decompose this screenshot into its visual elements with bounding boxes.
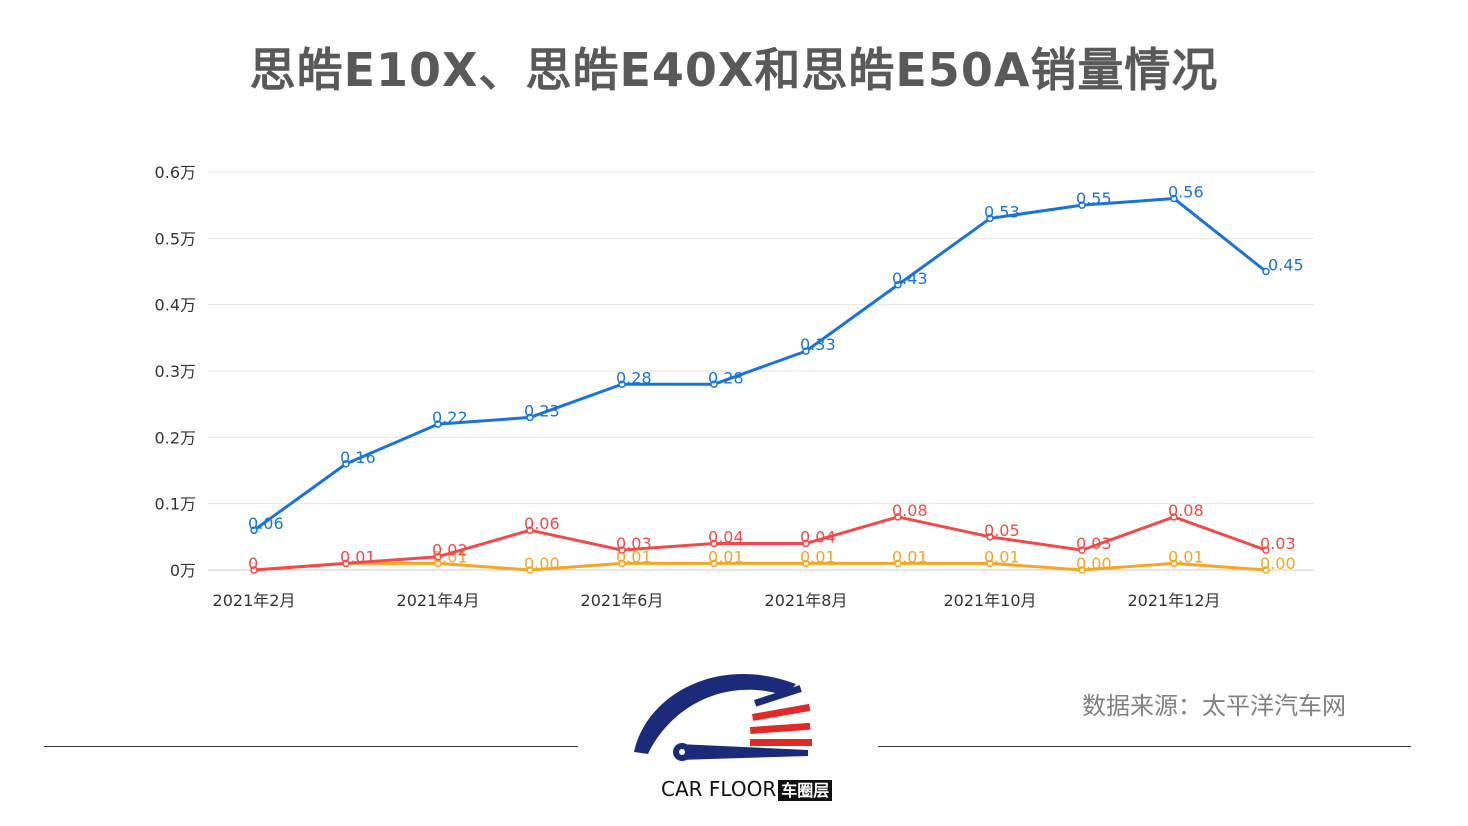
data-point	[250, 566, 258, 574]
data-point	[250, 526, 258, 534]
x-tick-label: 2021年12月	[1127, 591, 1220, 610]
data-point	[342, 460, 350, 468]
x-axis: 2021年2月 2021年4月 2021年6月 2021年8月 2021年10月 2021…	[213, 591, 1221, 610]
data-point	[894, 513, 902, 521]
data-point	[802, 539, 810, 548]
x-tick-label: 2021年10月	[943, 591, 1036, 610]
y-tick-label: 0.5万	[155, 229, 196, 248]
data-point	[710, 559, 718, 568]
y-tick-label: 0.4万	[155, 296, 196, 315]
data-label: 0.01	[984, 547, 1020, 566]
x-tick-label: 2021年4月	[397, 591, 480, 610]
data-point	[342, 559, 350, 568]
data-label: 0.03	[1076, 534, 1112, 553]
divider-left	[44, 746, 578, 747]
data-point	[894, 281, 902, 289]
data-point	[986, 533, 994, 541]
data-point	[710, 539, 718, 548]
data-label: 0.01	[708, 547, 744, 566]
brand-cn: 车圈层	[778, 780, 833, 801]
x-tick-label: 2021年2月	[213, 591, 296, 610]
data-point	[526, 566, 534, 574]
data-label: 0.01	[1168, 547, 1204, 566]
data-point	[802, 559, 810, 568]
divider-right	[878, 746, 1411, 747]
data-label: 0.28	[616, 368, 652, 387]
data-label: 0.00	[1076, 554, 1112, 573]
data-label: 0.33	[800, 335, 836, 354]
data-label: 0.02	[432, 541, 468, 560]
data-source: 数据来源：太平洋汽车网	[1082, 692, 1346, 720]
data-point	[986, 214, 994, 223]
data-point	[618, 546, 626, 554]
data-label: 0.01	[340, 547, 376, 566]
y-tick-label: 0万	[170, 561, 196, 580]
series-line	[253, 197, 1267, 532]
y-tick-label: 0.2万	[155, 428, 196, 447]
data-label: 0.06	[524, 514, 560, 533]
data-label: 0.56	[1168, 183, 1204, 202]
data-label: 0.53	[984, 202, 1020, 221]
data-point	[1262, 267, 1270, 276]
data-label: 0.04	[708, 527, 744, 546]
data-label: 0.23	[524, 401, 560, 420]
chart-title: 思皓E10X、思皓E40X和思皓E50A销量情况	[249, 43, 1219, 97]
series-line	[253, 515, 1267, 572]
data-point	[526, 526, 534, 534]
data-label: 0.04	[800, 527, 836, 546]
data-label: 0.00	[1260, 554, 1296, 573]
data-label: 0	[248, 554, 258, 573]
data-label: 0.08	[1168, 501, 1204, 520]
data-point	[1078, 546, 1086, 554]
data-label: 0.00	[524, 554, 560, 573]
series-line	[253, 561, 1267, 572]
x-tick-label: 2021年6月	[581, 591, 664, 610]
data-label: 0.05	[984, 521, 1020, 540]
data-label: 0.03	[1260, 534, 1296, 553]
y-tick-label: 0.3万	[155, 362, 196, 381]
data-label: 0.01	[892, 547, 928, 566]
data-label: 0.55	[1076, 189, 1112, 208]
data-point	[1170, 513, 1178, 521]
brand-name: CAR FLOOR 车圈层	[661, 777, 833, 801]
y-tick-label: 0.6万	[155, 163, 196, 182]
data-label: 0.08	[892, 501, 928, 520]
data-point	[986, 559, 994, 568]
data-point	[1078, 566, 1086, 574]
data-label: 0.16	[340, 448, 376, 467]
data-label: 0.06	[248, 514, 284, 533]
data-point	[710, 380, 718, 389]
data-point	[618, 559, 626, 568]
car-floor-logo	[634, 674, 812, 761]
data-point	[802, 347, 810, 355]
data-point	[526, 413, 534, 422]
grid-lines	[208, 171, 1314, 571]
data-label: 0.22	[432, 408, 468, 427]
data-label: 0.03	[616, 534, 652, 553]
y-axis: 0万 0.1万 0.2万 0.3万 0.4万 0.5万 0.6万	[155, 163, 196, 580]
data-point	[1262, 566, 1270, 574]
data-point	[1078, 201, 1086, 209]
data-point	[1262, 546, 1270, 554]
data-point	[1170, 194, 1178, 203]
data-label: 0.45	[1268, 256, 1304, 275]
data-label: 0.28	[708, 368, 744, 387]
brand-text: CAR FLOOR	[661, 777, 777, 801]
data-point	[894, 559, 902, 568]
data-point	[1170, 559, 1178, 568]
data-label: 0.43	[892, 269, 928, 288]
series-group: 0.01 0.00 0.01 0.01 0.01 0.01 0.01 0.00 0.01 0.00…	[248, 183, 1304, 574]
data-point	[618, 380, 626, 389]
data-point	[434, 420, 442, 428]
data-label: 0.01	[800, 547, 836, 566]
x-tick-label: 2021年8月	[765, 591, 848, 610]
data-point	[434, 552, 442, 561]
y-tick-label: 0.1万	[155, 495, 196, 514]
